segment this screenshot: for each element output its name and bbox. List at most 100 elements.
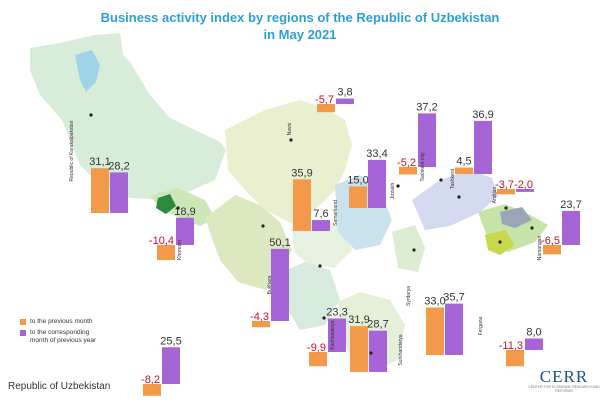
value-label-fergana-previous-month: -11,3 [499, 340, 523, 352]
map-tashkent [412, 170, 498, 230]
legend-label-previous-month: to the previous month [30, 318, 93, 325]
leader-dot-syrdarya [412, 248, 416, 252]
map-samarkand [292, 220, 352, 268]
value-label-navoi-previous-year: 3,8 [337, 87, 352, 99]
bar-samarkand-previous-month [293, 179, 311, 231]
bar-surkhandarya-previous-year [369, 330, 387, 372]
map-sarygamysh-lake [156, 194, 176, 214]
region-label-samarkand: Samarkand [333, 200, 339, 226]
region-label-bukhara: Bukhara [267, 275, 273, 294]
region-label-tashkent-city: Tashkent city [420, 152, 426, 181]
map-bukhara [205, 195, 292, 290]
bar-syrdarya-previous-month [426, 307, 444, 355]
bar-jizzakh-previous-year [368, 159, 386, 208]
country-label: Republic of Uzbekistan [8, 381, 111, 392]
legend-swatch-previous-month [20, 319, 26, 325]
value-label-namangan-previous-month: -6,5 [541, 235, 560, 247]
region-label-khorezm: Khorezm [177, 240, 183, 260]
value-label-syrdarya-previous-year: 35,7 [443, 292, 464, 304]
bar-kashkadarya-previous-year [328, 318, 346, 352]
bar-navoi-previous-month [317, 104, 335, 113]
bar-surkhandarya-previous-month [350, 326, 368, 372]
bar-republic-of-karakalpakstan-previous-year [110, 172, 128, 213]
logo-text: CERR [539, 367, 589, 386]
bar-namangan-previous-year [562, 210, 580, 245]
region-label-kashkadarya: Kashkadarya [330, 320, 336, 349]
bar-tashkent-previous-year [474, 120, 492, 174]
bar-jizzakh-previous-month [349, 186, 367, 208]
value-label-khorezm-previous-year: 18,9 [174, 206, 195, 218]
value-label-republic-of-karakalpakstan-previous-month: 31,1 [89, 156, 110, 168]
region-label-jizzakh: Jizzakh [390, 182, 396, 199]
bar-bukhara-previous-month [252, 321, 270, 328]
map-aral-sea [75, 50, 100, 92]
value-label-andijan-previous-year: -2,0 [514, 179, 533, 191]
bar-samarkand-previous-year [312, 220, 330, 231]
leader-dot-kashkadarya [322, 316, 326, 320]
value-label-namangan-previous-year: 23,7 [560, 199, 581, 211]
bar-tashkent-previous-month [455, 167, 473, 174]
value-label-republic-of-uzbekistan-previous-month: -8,2 [141, 374, 160, 386]
value-label-republic-of-uzbekistan-previous-year: 25,5 [160, 335, 181, 347]
value-label-kashkadarya-previous-year: 23,3 [326, 306, 347, 318]
leader-dot-fergana [498, 240, 502, 244]
value-label-navoi-previous-month: -5,7 [315, 94, 334, 106]
region-label-republic-of-karakalpakstan: Republic of Karakalpakstan [69, 120, 75, 181]
map-navoi [225, 100, 352, 225]
bar-republic-of-uzbekistan-previous-year [162, 347, 180, 384]
value-label-samarkand-previous-year: 7,6 [313, 208, 328, 220]
bar-syrdarya-previous-year [445, 303, 463, 355]
value-label-syrdarya-previous-month: 33,0 [424, 295, 445, 307]
leader-dot-jizzakh [396, 184, 400, 188]
cerr-logo: CERR CENTER FOR ECONOMIC RESEARCH AND RE… [528, 368, 600, 393]
region-label-fergana: Fergana [478, 316, 484, 335]
region-label-tashkent: Tashkent [450, 168, 456, 189]
bar-khorezm-previous-year [176, 217, 194, 245]
region-label-syrdarya: Syrdarya [406, 286, 412, 306]
value-label-bukhara-previous-month: -4,3 [250, 311, 269, 323]
value-label-tashkent-city-previous-year: 37,2 [416, 101, 437, 113]
value-label-surkhandarya-previous-month: 31,9 [348, 314, 369, 326]
bar-republic-of-karakalpakstan-previous-month [91, 168, 109, 213]
leader-dot-surkhandarya [369, 351, 373, 355]
map-syrdarya [392, 225, 425, 272]
value-label-tashkent-city-previous-month: -5,2 [397, 157, 416, 169]
region-label-surkhandarya: Surkhandarya [398, 334, 404, 365]
map-andijan-accent [500, 207, 532, 228]
bar-republic-of-uzbekistan-previous-month [143, 384, 161, 396]
leader-dot-samarkand [318, 264, 322, 268]
bar-fergana-previous-month [506, 350, 524, 367]
leader-dot-tashkent [457, 195, 461, 199]
value-label-tashkent-previous-year: 36,9 [472, 109, 493, 121]
legend-item-previous-month: to the previous month [20, 318, 104, 326]
logo-subtitle: CENTER FOR ECONOMIC RESEARCH AND REFORMS [528, 385, 600, 393]
value-label-republic-of-karakalpakstan-previous-year: 28,2 [108, 160, 129, 172]
leader-dot-republic-of-karakalpakstan [89, 113, 93, 117]
bar-kashkadarya-previous-month [309, 352, 327, 367]
map-kashkadarya [282, 262, 340, 330]
leader-dot-khorezm [176, 206, 180, 210]
bar-andijan-previous-month [497, 189, 515, 195]
bar-khorezm-previous-month [157, 245, 175, 260]
chart-title-line1: Business activity index by regions of th… [100, 10, 500, 25]
legend: to the previous month to the correspondi… [20, 318, 104, 348]
region-label-navoi: Navoi [287, 123, 293, 136]
value-label-tashkent-previous-month: 4,5 [456, 156, 471, 168]
value-label-andijan-previous-month: -3,7 [495, 179, 514, 191]
bar-fergana-previous-year [525, 338, 543, 350]
leader-dot-navoi [289, 138, 293, 142]
legend-label-previous-year: to the corresponding month of previous y… [30, 329, 97, 344]
bar-namangan-previous-month [543, 245, 561, 255]
leader-dot-andijan [504, 206, 508, 210]
bar-tashkent-city-previous-month [399, 167, 417, 175]
value-label-samarkand-previous-month: 35,9 [291, 167, 312, 179]
leader-dot-namangan [530, 226, 534, 230]
value-label-jizzakh-previous-year: 33,4 [366, 148, 387, 160]
value-label-bukhara-previous-year: 50,1 [269, 237, 290, 249]
value-label-jizzakh-previous-month: 15,0 [347, 174, 368, 186]
region-label-andijan: Andijan [492, 186, 498, 203]
value-label-fergana-previous-year: 8,0 [526, 326, 541, 338]
bar-bukhara-previous-year [271, 248, 289, 321]
